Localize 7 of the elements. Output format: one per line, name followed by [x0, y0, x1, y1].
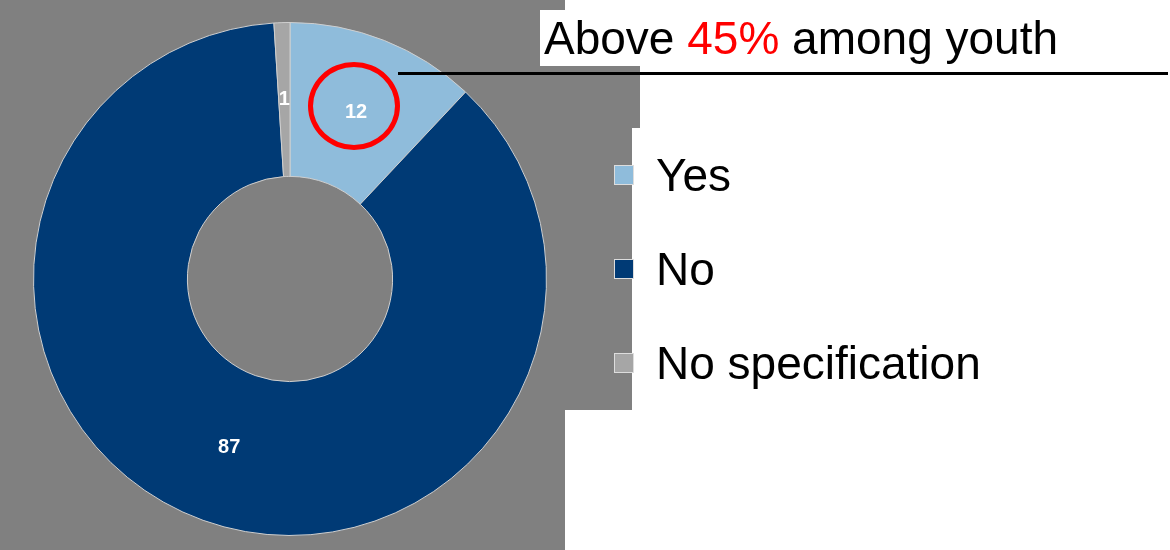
legend-label: No [656, 242, 715, 296]
data-label: 87 [218, 435, 241, 458]
legend-label: No specification [656, 336, 981, 390]
text: Above 45% among youth [544, 12, 1059, 64]
data-label: 1 [278, 87, 290, 110]
data-label: 12 [344, 99, 368, 122]
legend-label: Yes [656, 148, 732, 202]
